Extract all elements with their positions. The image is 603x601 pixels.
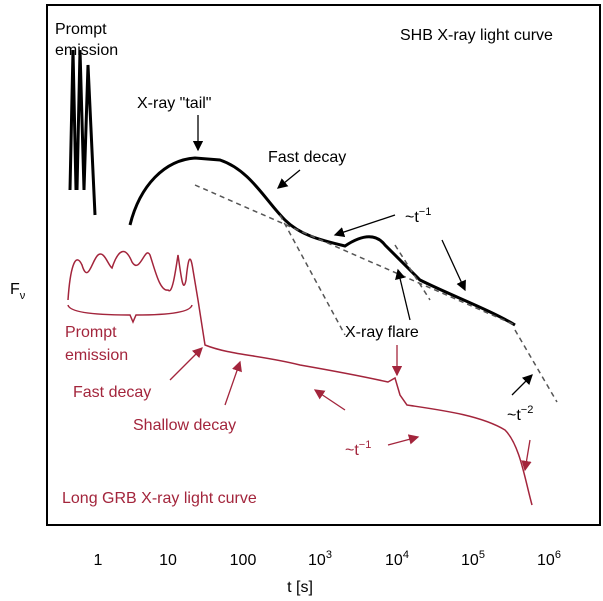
- y-axis-label: Fν: [10, 281, 26, 302]
- x-tick-label: 104: [385, 549, 409, 569]
- annotation: Prompt: [65, 324, 117, 341]
- text: ~t: [345, 442, 359, 459]
- x-tick-label: 105: [461, 549, 485, 569]
- lgrb-curve: [67, 250, 533, 506]
- text: 10: [537, 552, 555, 569]
- text: 10: [385, 552, 403, 569]
- shb-curve: [68, 49, 516, 327]
- arrows: [169, 115, 533, 472]
- text: 5: [479, 549, 485, 561]
- annotation: Fast decay: [268, 149, 346, 166]
- text: ~t: [405, 209, 419, 226]
- frame: [46, 4, 601, 526]
- text: −1: [359, 439, 372, 451]
- text: 10: [308, 552, 326, 569]
- x-axis-label: t [s]: [287, 579, 313, 596]
- text: ~t: [507, 407, 521, 424]
- annotation: X-ray "tail": [137, 95, 211, 112]
- x-tick-label: 10: [159, 552, 177, 569]
- annotation: Prompt: [55, 21, 107, 38]
- annotation: ~t−1: [405, 206, 431, 226]
- text: 1: [94, 552, 103, 569]
- annotation: ~t−2: [507, 404, 533, 424]
- dashed-fit: [194, 184, 558, 403]
- text: 10: [159, 552, 177, 569]
- x-ticks: 1 10 100 103 104 105 106: [94, 549, 561, 569]
- annotation: ~t−1: [345, 439, 371, 459]
- annotation: emission: [55, 42, 118, 59]
- text: −2: [521, 404, 534, 416]
- annotation: emission: [65, 347, 128, 364]
- annotation: Long GRB X-ray light curve: [62, 490, 257, 507]
- text: −1: [419, 206, 432, 218]
- annotation: Shallow decay: [133, 417, 236, 434]
- x-tick-label: 103: [308, 549, 332, 569]
- text: 10: [461, 552, 479, 569]
- text: 100: [230, 552, 257, 569]
- annotation: Fast decay: [73, 384, 151, 401]
- x-tick-label: 1: [94, 552, 103, 569]
- text: 4: [403, 549, 409, 561]
- x-tick-label: 100: [230, 552, 257, 569]
- text: ν: [20, 290, 26, 302]
- text: F: [10, 281, 20, 298]
- text: 6: [555, 549, 561, 561]
- text: 3: [326, 549, 332, 561]
- x-tick-label: 106: [537, 549, 561, 569]
- annotation: X-ray flare: [345, 324, 419, 341]
- annotation: SHB X-ray light curve: [400, 27, 553, 44]
